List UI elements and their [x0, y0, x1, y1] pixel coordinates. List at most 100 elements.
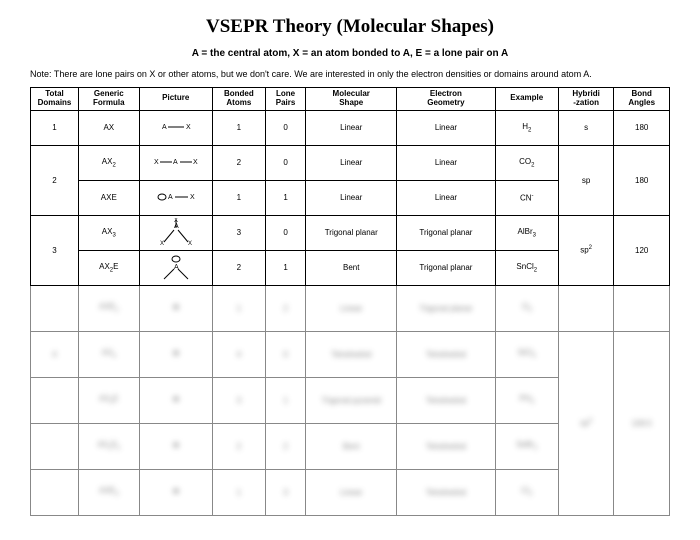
cell-bonded: 2	[212, 423, 265, 469]
cell-shape: Linear	[306, 469, 397, 515]
cell-total	[31, 423, 79, 469]
cell-example: Cl2	[495, 469, 558, 515]
svg-text:X: X	[190, 194, 195, 201]
cell-shape: Tetrahedral	[306, 331, 397, 377]
cell-geom: Linear	[397, 180, 496, 215]
cell-example: CN-	[495, 180, 558, 215]
cell-bonded: 4	[212, 331, 265, 377]
cell-picture	[139, 331, 212, 377]
cell-lone: 0	[265, 215, 305, 250]
cell-bonded: 3	[212, 377, 265, 423]
cell-hyb: s	[558, 110, 614, 145]
cell-bonded: 1	[212, 285, 265, 331]
cell-bonded: 3	[212, 215, 265, 250]
col-total: TotalDomains	[31, 88, 79, 111]
svg-text:X: X	[186, 124, 191, 131]
cell-example: SiCl4	[495, 331, 558, 377]
cell-lone: 1	[265, 250, 305, 285]
cell-angle: 120	[614, 215, 670, 285]
cell-formula: AX2E2	[78, 423, 139, 469]
page-title: VSEPR Theory (Molecular Shapes)	[30, 16, 670, 38]
col-hyb: Hybridi-zation	[558, 88, 614, 111]
col-example: Example	[495, 88, 558, 111]
cell-example: CO2	[495, 145, 558, 180]
cell-shape: Linear	[306, 285, 397, 331]
cell-geom: Tetrahedral	[397, 469, 496, 515]
cell-angle: 109.5	[614, 331, 670, 515]
cell-geom: Trigonal planar	[397, 250, 496, 285]
cell-total	[31, 377, 79, 423]
col-picture: Picture	[139, 88, 212, 111]
cell-shape: Trigonal planar	[306, 215, 397, 250]
vsepr-table: TotalDomains GenericFormula Picture Bond…	[30, 87, 670, 516]
col-bonded: BondedAtoms	[212, 88, 265, 111]
cell-lone: 2	[265, 285, 305, 331]
table-row-blurred: 4AX440TetrahedralTetrahedralSiCl4sp3109.…	[31, 331, 670, 377]
cell-example: O3	[495, 285, 558, 331]
cell-shape: Linear	[306, 180, 397, 215]
cell-picture	[139, 469, 212, 515]
svg-text:X: X	[174, 218, 178, 224]
cell-total	[31, 469, 79, 515]
col-shape: MolecularShape	[306, 88, 397, 111]
cell-picture: AX	[139, 180, 212, 215]
cell-shape: Bent	[306, 423, 397, 469]
col-formula: GenericFormula	[78, 88, 139, 111]
cell-lone: 2	[265, 423, 305, 469]
col-angle: BondAngles	[614, 88, 670, 111]
cell-angle	[614, 285, 670, 331]
cell-shape: Bent	[306, 250, 397, 285]
cell-geom: Trigonal planar	[397, 215, 496, 250]
col-lone: LonePairs	[265, 88, 305, 111]
table-header-row: TotalDomains GenericFormula Picture Bond…	[31, 88, 670, 111]
col-geom: ElectronGeometry	[397, 88, 496, 111]
table-row: 1AXAX10LinearLinearH2s180	[31, 110, 670, 145]
cell-total: 2	[31, 145, 79, 215]
cell-formula: AX3E	[78, 377, 139, 423]
cell-lone: 1	[265, 377, 305, 423]
note-text: Note: There are lone pairs on X or other…	[30, 69, 670, 79]
cell-hyb: sp2	[558, 215, 614, 285]
cell-shape: Linear	[306, 110, 397, 145]
cell-formula: AX4	[78, 331, 139, 377]
cell-hyb	[558, 285, 614, 331]
svg-text:A: A	[173, 159, 178, 166]
cell-geom: Trigonal planar	[397, 285, 496, 331]
cell-shape: Trigonal pyramid	[306, 377, 397, 423]
cell-bonded: 1	[212, 110, 265, 145]
cell-geom: Tetrahedral	[397, 423, 496, 469]
cell-formula: AX3	[78, 215, 139, 250]
cell-total: 1	[31, 110, 79, 145]
svg-text:X: X	[188, 241, 192, 246]
cell-geom: Tetrahedral	[397, 331, 496, 377]
cell-formula: AXE2	[78, 285, 139, 331]
cell-total: 4	[31, 331, 79, 377]
cell-formula: AXE3	[78, 469, 139, 515]
cell-picture: XAX	[139, 145, 212, 180]
cell-lone: 0	[265, 331, 305, 377]
table-row: 2AX2XAX20LinearLinearCO2sp180	[31, 145, 670, 180]
svg-text:A: A	[168, 194, 173, 201]
table-row-blurred: AXE2 12LinearTrigonal planarO3	[31, 285, 670, 331]
legend-text: A = the central atom, X = an atom bonded…	[30, 48, 670, 59]
cell-formula: AX	[78, 110, 139, 145]
cell-total	[31, 285, 79, 331]
cell-bonded: 1	[212, 469, 265, 515]
cell-lone: 3	[265, 469, 305, 515]
cell-total: 3	[31, 215, 79, 285]
cell-shape: Linear	[306, 145, 397, 180]
cell-bonded: 2	[212, 250, 265, 285]
cell-formula: AX2E	[78, 250, 139, 285]
cell-example: AlBr3	[495, 215, 558, 250]
cell-formula: AX2	[78, 145, 139, 180]
cell-hyb: sp	[558, 145, 614, 215]
cell-geom: Linear	[397, 145, 496, 180]
cell-picture: AXXX	[139, 215, 212, 250]
cell-picture	[139, 423, 212, 469]
cell-example: PH3	[495, 377, 558, 423]
svg-text:X: X	[154, 159, 159, 166]
cell-lone: 0	[265, 145, 305, 180]
cell-bonded: 2	[212, 145, 265, 180]
cell-formula: AXE	[78, 180, 139, 215]
cell-picture	[139, 285, 212, 331]
